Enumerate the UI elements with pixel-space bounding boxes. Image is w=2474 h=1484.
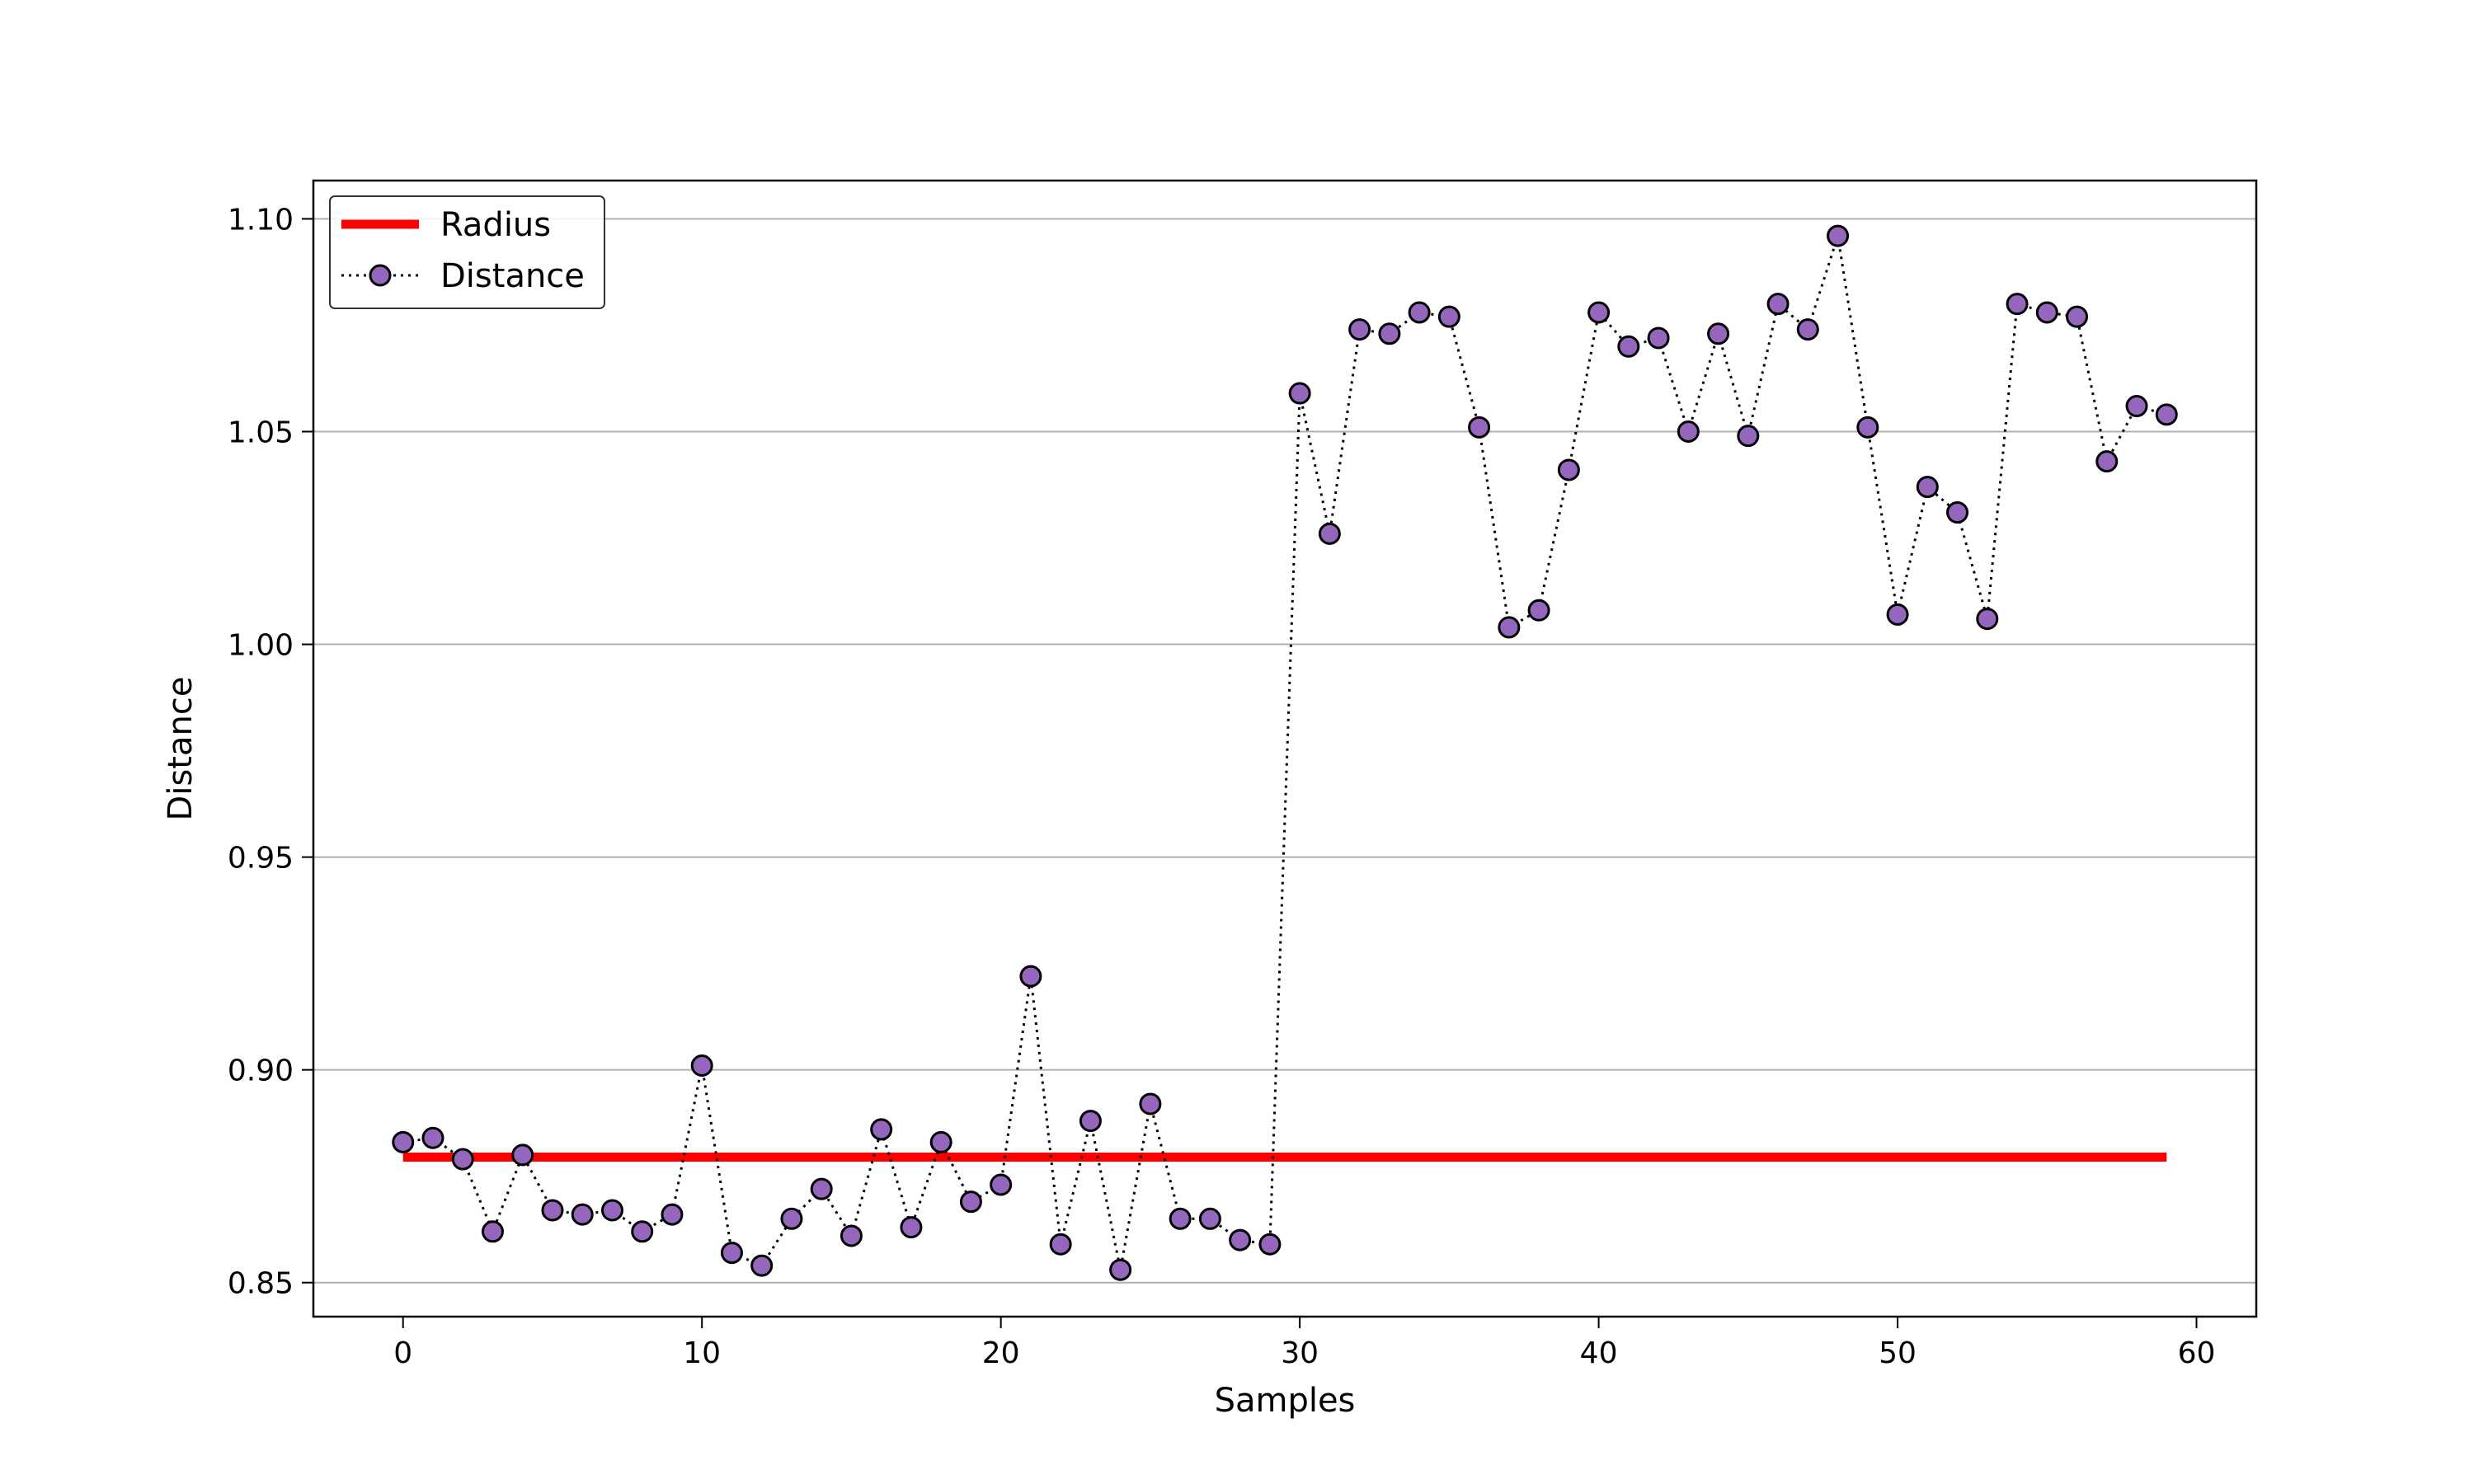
distance-point (421, 1126, 444, 1149)
distance-point (1258, 1233, 1282, 1256)
x-tick-label: 0 (393, 1336, 412, 1370)
x-axis-label: Samples (1215, 1382, 1356, 1420)
distance-point (1408, 301, 1431, 324)
x-tick-label: 60 (2178, 1336, 2216, 1370)
distance-point (600, 1199, 623, 1222)
y-tick-label: 0.95 (228, 842, 294, 876)
distance-point (1527, 599, 1550, 622)
distance-point (900, 1216, 923, 1239)
distance-point (1766, 293, 1790, 316)
legend-distance-marker (369, 264, 392, 287)
distance-point (990, 1173, 1013, 1196)
y-axis-label: Distance (162, 677, 200, 821)
distance-point (1437, 305, 1460, 328)
distance-point (1498, 616, 1521, 639)
legend: Radius Distance (329, 195, 605, 309)
distance-point (1019, 965, 1042, 988)
distance-point (1468, 416, 1491, 439)
distance-point (1318, 522, 1341, 545)
distance-point (511, 1144, 534, 1167)
distance-point (1557, 458, 1580, 481)
ticks: 0.85 0.90 0.95 1.00 1.05 1.10 0 10 20 30 40 50 60 (228, 203, 2216, 1370)
distance-point (1916, 476, 1939, 499)
distance-point (1827, 224, 1850, 247)
distance-point (720, 1242, 743, 1265)
x-tick-label: 50 (1879, 1336, 1917, 1370)
grid (313, 218, 2256, 1284)
distance-point (959, 1190, 982, 1214)
x-tick-label: 30 (1281, 1336, 1319, 1370)
distance-point (780, 1207, 803, 1230)
distance-point (451, 1148, 474, 1171)
distance-point (1737, 425, 1760, 448)
y-tick-label: 0.85 (228, 1267, 294, 1301)
distance-point (1976, 608, 1999, 631)
plot-area (392, 224, 2178, 1281)
distance-point (690, 1054, 713, 1077)
distance-point (750, 1254, 774, 1277)
distance-point (631, 1220, 654, 1243)
distance-point (1856, 416, 1879, 439)
distance-point (661, 1203, 684, 1226)
distance-point (1707, 322, 1730, 345)
distance-point (1378, 322, 1401, 345)
x-tick-label: 20 (982, 1336, 1020, 1370)
y-tick-label: 1.00 (228, 629, 294, 663)
legend-radius-label: Radius (440, 206, 551, 244)
distance-point (2155, 403, 2178, 426)
x-tick-label: 10 (683, 1336, 721, 1370)
y-tick-label: 0.90 (228, 1054, 294, 1088)
distance-point (2095, 450, 2119, 473)
distance-point (1348, 318, 1371, 341)
distance-point (481, 1220, 504, 1243)
distance-point (1886, 603, 1909, 626)
distance-point (1079, 1110, 1102, 1133)
distance-point (541, 1199, 564, 1222)
distance-point (840, 1224, 863, 1247)
y-tick-label: 1.05 (228, 416, 294, 450)
distance-point (2125, 395, 2148, 418)
distance-point (2035, 301, 2058, 324)
legend-distance-label: Distance (440, 257, 585, 295)
axes-frame (312, 179, 2258, 1318)
distance-point (1229, 1228, 1252, 1252)
distance-point (929, 1130, 952, 1153)
distance-point (2066, 305, 2089, 328)
distance-point (571, 1203, 594, 1226)
y-tick-label: 1.10 (228, 203, 294, 237)
distance-point (1169, 1207, 1192, 1230)
distance-point (870, 1118, 893, 1141)
x-tick-label: 40 (1580, 1336, 1618, 1370)
distance-point (1049, 1233, 1072, 1256)
distance-point (1677, 420, 1700, 444)
distance-point (1109, 1258, 1132, 1281)
distance-point (1198, 1207, 1221, 1230)
distance-point (1139, 1092, 1162, 1115)
distance-point (2006, 293, 2029, 316)
distance-point (1288, 382, 1311, 405)
distance-point (1617, 335, 1640, 358)
distance-point (1796, 318, 1819, 341)
distance-point (1647, 326, 1670, 350)
distance-point (1587, 301, 1611, 324)
distance-point (1946, 501, 1969, 524)
distance-point (810, 1177, 833, 1200)
distance-point (392, 1130, 415, 1153)
